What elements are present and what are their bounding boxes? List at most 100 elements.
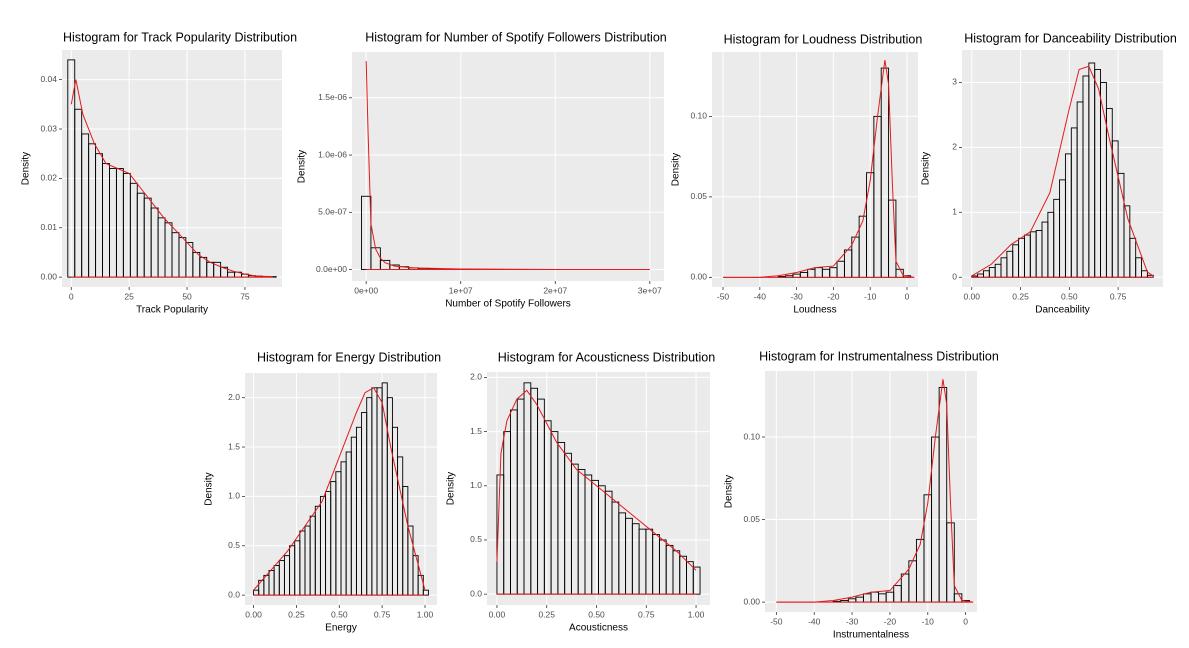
x-tick-label: 1.00 [417, 609, 434, 619]
x-tick-label: -20 [884, 616, 897, 626]
plot-background [765, 371, 977, 612]
x-tick-label: 0.00 [489, 609, 506, 619]
plot-background [352, 52, 664, 281]
y-tick-label: 0.5 [228, 540, 240, 550]
x-tick-label: -10 [864, 291, 877, 301]
x-tick-label: 0.25 [538, 609, 555, 619]
x-axis-label: Danceability [1035, 305, 1089, 316]
chart-title: Histogram for Acousticness Distribution [498, 350, 715, 364]
histogram-bar [422, 589, 429, 596]
x-tick-label: 0.50 [1061, 291, 1078, 301]
y-axis-label: Density [921, 152, 932, 185]
x-tick-label: 0 [963, 616, 968, 626]
y-tick-label: 0.05 [743, 514, 760, 524]
x-axis-label: Track Popularity [136, 305, 208, 316]
x-tick-label: -40 [808, 616, 821, 626]
x-tick-label: 0.50 [331, 609, 348, 619]
y-tick-label: 3 [952, 77, 957, 87]
y-tick-label: 0.10 [690, 111, 707, 121]
y-tick-label: 1.0 [228, 491, 240, 501]
density-curve [365, 61, 650, 271]
density-curve [776, 379, 974, 603]
x-tick-label: 1.00 [688, 609, 705, 619]
plot-background [962, 50, 1163, 287]
y-tick-label: 0.00 [743, 596, 760, 606]
x-tick-label: -30 [790, 291, 803, 301]
y-tick-label: 0.00 [40, 271, 57, 281]
y-tick-label: 0.04 [40, 74, 57, 84]
x-tick-label: 0 [905, 291, 910, 301]
histogram-panel: 0.0e+00 5.0e-07 1.0e-06 1.5e-06 0e+00 1e+07 2e… [297, 30, 667, 309]
y-tick-label: 1.5 [470, 426, 482, 436]
y-axis-label: Density [446, 472, 457, 505]
x-tick-label: 0.00 [245, 609, 262, 619]
chart-title: Histogram for Track Popularity Distribut… [63, 30, 297, 44]
histogram-panel: 0.00 0.05 0.10 -50 -40 -30 -20 -10 0 Histogram fo… [671, 32, 923, 315]
y-tick-label: 1.0 [470, 480, 482, 490]
chart-title: Histogram for Danceability Distribution [964, 31, 1177, 45]
x-tick-label: 0.25 [1012, 291, 1029, 301]
y-tick-label: 2.0 [470, 372, 482, 382]
histogram-panel: 0.0 0.5 1.0 1.5 2.0 0.00 0.25 0.50 0.75 1.00 Histo… [446, 350, 716, 633]
x-tick-label: 0 [69, 291, 74, 301]
x-axis-label: Acousticness [569, 623, 628, 634]
x-tick-label: -50 [717, 291, 730, 301]
chart-title: Histogram for Instrumentalness Distribut… [759, 349, 999, 363]
y-axis-label: Density [724, 475, 735, 508]
y-tick-label: 0.03 [40, 123, 57, 133]
y-axis-label: Density [204, 472, 215, 505]
x-axis-label: Loudness [793, 305, 836, 316]
density-curve [723, 59, 915, 278]
x-axis-label: Number of Spotify Followers [445, 299, 571, 310]
x-tick-label: -10 [922, 616, 935, 626]
y-tick-label: 1 [952, 207, 957, 217]
y-axis-label: Density [671, 153, 682, 186]
density-curve [971, 65, 1154, 277]
x-tick-label: 0.25 [288, 609, 305, 619]
x-tick-label: 1e+07 [449, 285, 473, 295]
x-tick-label: 75 [240, 291, 250, 301]
histogram-bar [692, 566, 701, 595]
x-tick-label: 0.00 [963, 291, 980, 301]
x-tick-label: 0.50 [588, 609, 605, 619]
x-tick-label: 0.75 [1110, 291, 1127, 301]
y-axis-label: Density [297, 150, 308, 183]
y-tick-label: 0.10 [743, 431, 760, 441]
x-tick-label: -20 [827, 291, 840, 301]
chart-title: Histogram for Energy Distribution [257, 350, 441, 364]
y-tick-label: 0.02 [40, 173, 57, 183]
x-tick-label: 0.75 [374, 609, 391, 619]
y-tick-label: 0.0e+00 [316, 264, 347, 274]
y-tick-label: 1.5 [228, 441, 240, 451]
x-tick-label: 50 [182, 291, 192, 301]
x-tick-label: 0e+00 [354, 285, 378, 295]
x-axis-label: Instrumentalness [833, 630, 909, 641]
chart-title: Histogram for Number of Spotify Follower… [365, 30, 667, 44]
chart-title: Histogram for Loudness Distribution [724, 32, 923, 46]
y-tick-label: 0.0 [470, 588, 482, 598]
x-tick-label: 3e+07 [638, 285, 662, 295]
y-tick-label: 1.0e-06 [318, 149, 347, 159]
density-curve [70, 79, 273, 278]
y-tick-label: 0.05 [690, 191, 707, 201]
y-tick-label: 2.0 [228, 392, 240, 402]
histogram-panel: 0 1 2 3 0.00 0.25 0.50 0.75 Histogram for Dancea… [921, 31, 1177, 315]
x-axis-label: Energy [325, 623, 357, 634]
x-tick-label: 2e+07 [543, 285, 567, 295]
density-curve [496, 389, 697, 571]
y-axis-label: Density [21, 152, 32, 185]
histogram-panel: 0.00 0.01 0.02 0.03 0.04 0 25 50 75 Histogram for… [21, 30, 297, 315]
y-tick-label: 0.00 [690, 272, 707, 282]
y-tick-label: 5.0e-07 [318, 207, 347, 217]
y-tick-label: 0 [952, 272, 957, 282]
x-tick-label: -40 [754, 291, 767, 301]
y-tick-label: 0.0 [228, 589, 240, 599]
x-tick-label: 0.75 [638, 609, 655, 619]
y-tick-label: 1.5e-06 [318, 92, 347, 102]
y-tick-label: 0.5 [470, 534, 482, 544]
plot-background [712, 52, 918, 287]
x-tick-label: -50 [770, 616, 783, 626]
x-tick-label: -30 [846, 616, 859, 626]
x-tick-label: 25 [124, 291, 134, 301]
